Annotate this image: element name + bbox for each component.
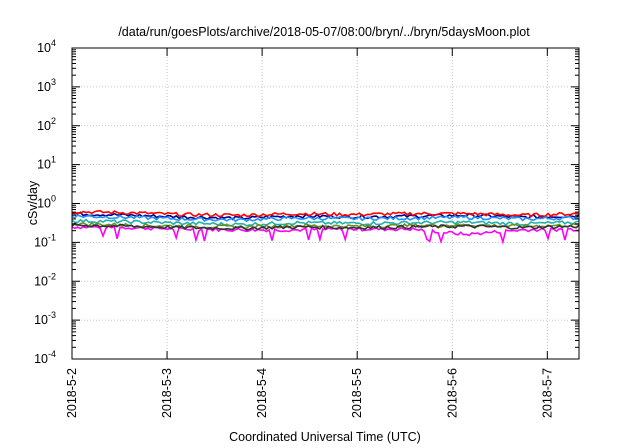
y-tick-label: 103 (37, 77, 56, 94)
y-axis-label: cSv/day (26, 180, 40, 225)
x-tick-label: 2018-5-2 (65, 368, 79, 418)
series-line (71, 222, 580, 231)
chart-title: /data/run/goesPlots/archive/2018-05-07/0… (118, 25, 530, 39)
y-tick-label: 10-3 (34, 310, 56, 327)
series-line (71, 221, 580, 230)
y-tick-label: 102 (37, 116, 56, 133)
grid (72, 48, 579, 359)
y-tick-label: 104 (37, 38, 56, 55)
series-line (71, 214, 580, 223)
y-tick-label: 101 (37, 155, 56, 172)
x-tick-label: 2018-5-3 (160, 368, 174, 418)
y-tick-label: 10-2 (34, 271, 56, 288)
y-tick-label: 10-4 (34, 349, 56, 366)
series-group (71, 209, 580, 245)
x-axis: 2018-5-2 2018-5-3 2018-5-4 2018-5-5 2018-5-6… (65, 48, 554, 418)
series-line (71, 218, 580, 227)
y-axis: 10-4 10-3 10-2 10-1 100 101 102 103 104 (34, 38, 579, 366)
y-tick-label: 100 (37, 194, 56, 211)
plot-frame (71, 47, 580, 360)
y-tick-label: 10-1 (34, 232, 56, 249)
x-tick-label: 2018-5-4 (255, 368, 269, 418)
x-tick-label: 2018-5-7 (540, 368, 554, 418)
x-tick-label: 2018-5-6 (445, 368, 459, 418)
series-line (71, 209, 580, 218)
x-axis-label: Coordinated Universal Time (UTC) (229, 430, 421, 444)
x-tick-label: 2018-5-5 (350, 368, 364, 418)
